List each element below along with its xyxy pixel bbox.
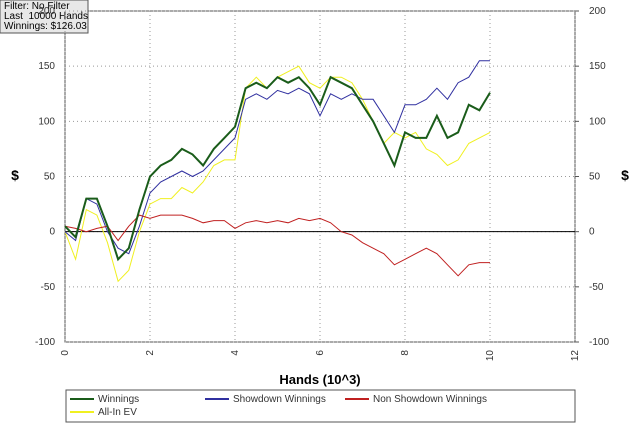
info-winnings: Winnings: $126.03 — [4, 21, 87, 32]
info-hands: Last 10000 Hands — [4, 11, 88, 22]
legend-label: Showdown Winnings — [233, 394, 326, 405]
x-tick-label: 10 — [485, 350, 496, 362]
y-tick-label: -50 — [41, 282, 56, 293]
legend-label: All-In EV — [98, 407, 137, 418]
y2-tick-label: 150 — [589, 61, 606, 72]
series-line — [64, 75, 491, 262]
legend — [65, 389, 576, 423]
y2-tick-label: -100 — [589, 337, 609, 348]
y2-tick-label: 200 — [589, 6, 606, 17]
y2-tick-label: 100 — [589, 116, 606, 127]
y-tick-label: -100 — [35, 337, 55, 348]
legend-label: Winnings — [98, 394, 139, 405]
x-tick-label: 2 — [145, 350, 156, 356]
info-filter: Filter: No Filter — [4, 1, 70, 12]
x-tick-label: 8 — [400, 350, 411, 356]
y2-tick-label: 0 — [589, 227, 595, 238]
info-box: Filter: No Filter Last 10000 Hands Winni… — [0, 0, 89, 34]
y-tick-label: 150 — [38, 61, 55, 72]
series-line — [64, 60, 490, 255]
x-tick-label: 4 — [230, 350, 241, 356]
x-tick-label: 6 — [315, 350, 326, 356]
x-tick-label: 12 — [570, 350, 581, 362]
y-axis-label: $ — [11, 167, 19, 183]
x-axis-label: Hands (10^3) — [279, 372, 360, 387]
x-tick-label: 0 — [60, 350, 71, 356]
y2-tick-label: -50 — [589, 282, 604, 293]
y-tick-label: 0 — [49, 227, 55, 238]
y2-axis-label: $ — [621, 167, 629, 183]
legend-label: Non Showdown Winnings — [373, 394, 487, 405]
y-tick-label: 200 — [38, 6, 55, 17]
info-box-frame — [0, 0, 89, 34]
y2-tick-label: 50 — [589, 172, 601, 183]
y-tick-label: 50 — [44, 172, 56, 183]
y-tick-label: 100 — [38, 116, 55, 127]
